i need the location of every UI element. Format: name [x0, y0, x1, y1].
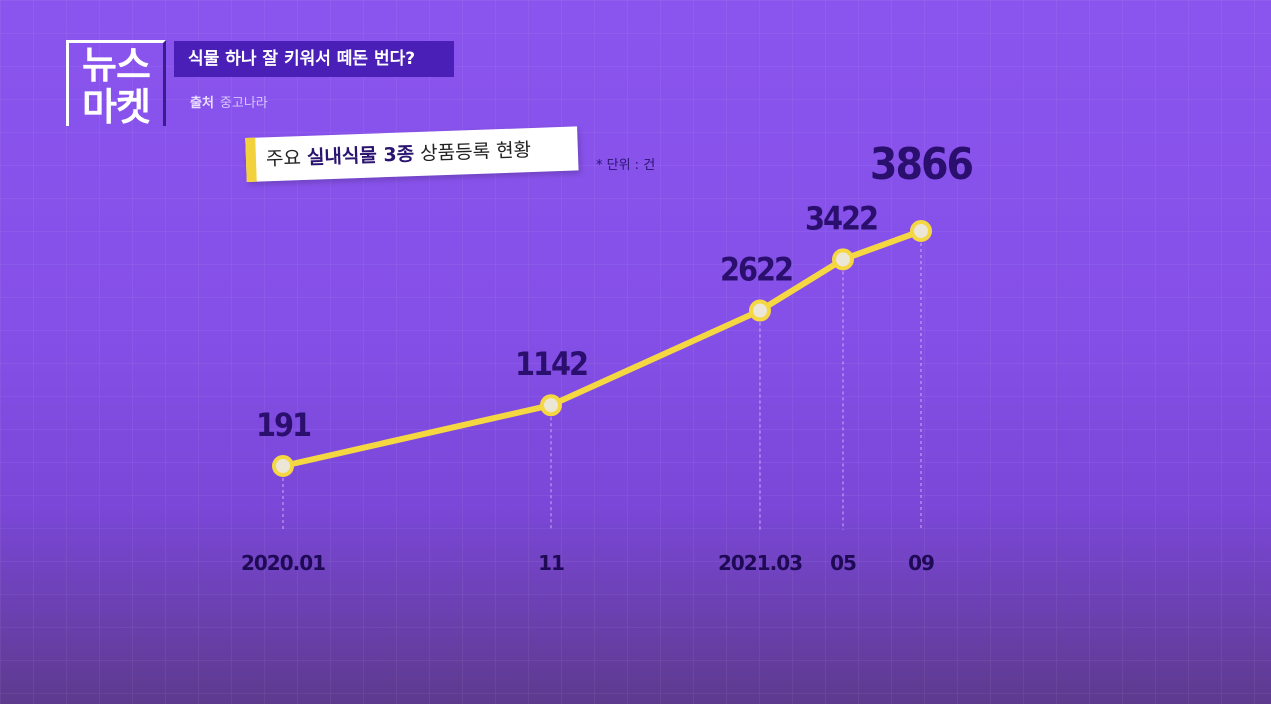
x-tick-label: 05 [830, 551, 856, 575]
logo-line-2: 마켓 [82, 85, 151, 129]
x-tick-label: 09 [908, 551, 934, 575]
news-market-logo: 뉴스 마켓 [66, 40, 166, 129]
x-tick-label: 2020.01 [241, 551, 325, 575]
series-line [280, 228, 924, 469]
value-label: 191 [256, 406, 311, 444]
x-tick-label: 11 [538, 551, 564, 575]
guide-lines [282, 243, 922, 530]
value-label: 3422 [805, 199, 877, 237]
data-point [540, 394, 562, 417]
value-label: 2622 [720, 251, 792, 289]
unit-note: * 단위 : 건 [596, 158, 656, 173]
value-label: 3866 [870, 139, 973, 190]
logo-line-1: 뉴스 [82, 43, 151, 87]
headline-banner: 식물 하나 잘 키워서 떼돈 번다? [174, 41, 454, 77]
source-value: 중고나라 [219, 96, 268, 111]
data-point [272, 455, 294, 477]
data-point [910, 220, 932, 242]
x-tick-labels: 2020.01 11 2021.03 05 09 [241, 551, 935, 575]
data-point [749, 299, 771, 322]
value-labels: 191 1142 2622 3422 3866 [256, 139, 975, 444]
source-credit: 출처 중고나라 [190, 92, 268, 111]
source-label: 출처 [190, 96, 214, 111]
x-tick-label: 2021.03 [718, 551, 802, 575]
data-points [272, 220, 932, 477]
data-point [832, 248, 854, 271]
value-label: 1142 [515, 345, 587, 383]
